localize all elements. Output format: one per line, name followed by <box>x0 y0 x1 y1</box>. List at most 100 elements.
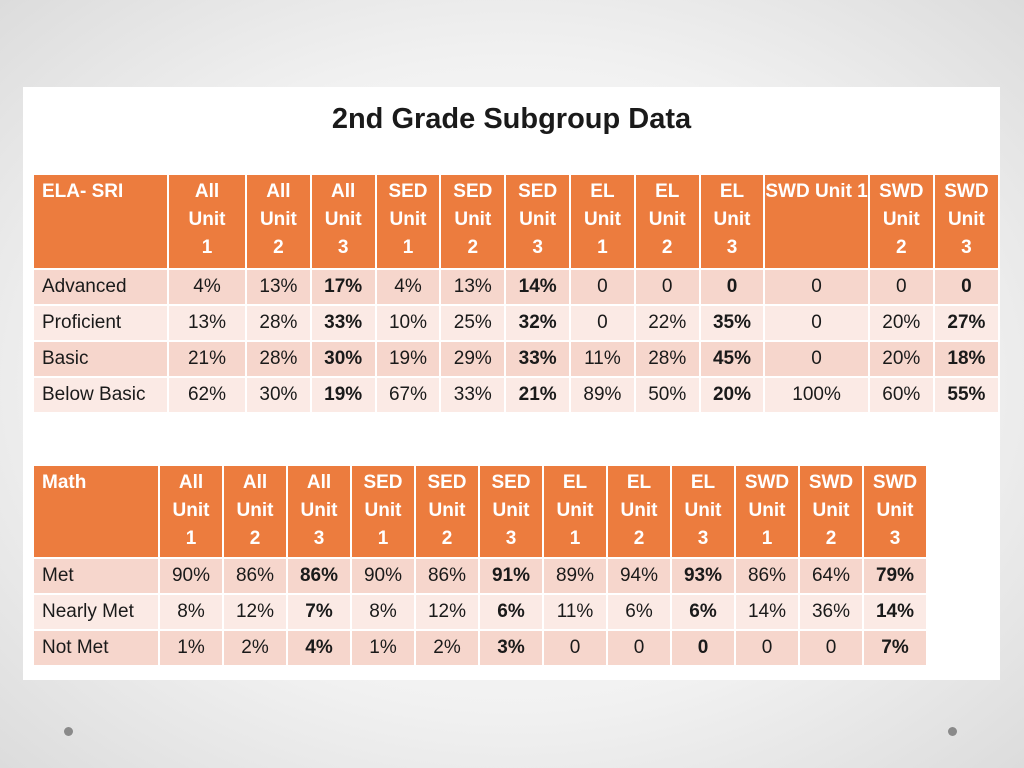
table-cell: 3% <box>480 631 542 665</box>
table-cell: 12% <box>416 595 478 629</box>
table-cell: 12% <box>224 595 286 629</box>
table-cell: 18% <box>934 342 998 376</box>
table-cell: 4% <box>376 270 440 304</box>
table-cell: 6% <box>672 595 734 629</box>
table-cell: 86% <box>288 559 350 593</box>
table-cell: 14% <box>506 270 570 304</box>
column-header: EL Unit 3 <box>700 175 764 268</box>
ela-sri-table: ELA- SRI All Unit 1 All Unit 2 All Unit 3 SED Unit 1… <box>32 173 1000 414</box>
table-cell: 4% <box>168 270 246 304</box>
nav-dot-left <box>64 727 73 736</box>
table-title-cell: ELA- SRI <box>34 175 167 268</box>
table-row: Proficient 13% 28% 33% 10% 25% 32% 0 22% 35% 0 20% 2… <box>34 306 998 340</box>
column-header: All Unit 3 <box>311 175 375 268</box>
table-cell: 28% <box>247 342 310 376</box>
table-cell: 1% <box>160 631 222 665</box>
table-cell: 33% <box>441 378 505 412</box>
table-cell: 0 <box>635 270 699 304</box>
column-header: All Unit 2 <box>247 175 310 268</box>
table-cell: 19% <box>311 378 375 412</box>
table-cell: 94% <box>608 559 670 593</box>
table-cell: 0 <box>765 270 868 304</box>
table-cell: 27% <box>934 306 998 340</box>
column-header: EL Unit 1 <box>571 175 634 268</box>
table-cell: 0 <box>571 270 634 304</box>
column-header: SED Unit 2 <box>416 466 478 557</box>
table-cell: 100% <box>765 378 868 412</box>
table-cell: 50% <box>635 378 699 412</box>
table-cell: 0 <box>700 270 764 304</box>
table-cell: 60% <box>869 378 933 412</box>
column-header: EL Unit 1 <box>544 466 606 557</box>
table-row: Advanced 4% 13% 17% 4% 13% 14% 0 0 0 0 0 0 <box>34 270 998 304</box>
table-cell: 0 <box>869 270 933 304</box>
table-cell: 45% <box>700 342 764 376</box>
table-cell: 30% <box>311 342 375 376</box>
table-cell: 7% <box>288 595 350 629</box>
math-table: Math All Unit 1 All Unit 2 All Unit 3 SED Unit 1 SED U… <box>32 464 928 667</box>
table-cell: 33% <box>506 342 570 376</box>
table-row: Basic 21% 28% 30% 19% 29% 33% 11% 28% 45% 0 20% 18% <box>34 342 998 376</box>
column-header: SED Unit 3 <box>480 466 542 557</box>
page-title: 2nd Grade Subgroup Data <box>331 103 692 135</box>
table-row: Not Met 1% 2% 4% 1% 2% 3% 0 0 0 0 0 7% <box>34 631 926 665</box>
table-cell: 79% <box>864 559 926 593</box>
table-cell: 21% <box>506 378 570 412</box>
table-cell: 28% <box>635 342 699 376</box>
table-cell: 14% <box>864 595 926 629</box>
table-cell: 6% <box>608 595 670 629</box>
table-cell: 11% <box>571 342 634 376</box>
column-header: EL Unit 2 <box>608 466 670 557</box>
table-cell: 1% <box>352 631 414 665</box>
table-cell: 13% <box>441 270 505 304</box>
row-label: Below Basic <box>34 378 167 412</box>
column-header: SED Unit 1 <box>376 175 440 268</box>
table-cell: 13% <box>168 306 246 340</box>
table-row: Nearly Met 8% 12% 7% 8% 12% 6% 11% 6% 6% 14% 36% 14% <box>34 595 926 629</box>
table-cell: 13% <box>247 270 310 304</box>
column-header: SED Unit 3 <box>506 175 570 268</box>
table-cell: 20% <box>700 378 764 412</box>
column-header: All Unit 1 <box>168 175 246 268</box>
table-cell: 55% <box>934 378 998 412</box>
table-cell: 8% <box>352 595 414 629</box>
table-cell: 91% <box>480 559 542 593</box>
table-cell: 86% <box>224 559 286 593</box>
table-cell: 67% <box>376 378 440 412</box>
column-header: EL Unit 2 <box>635 175 699 268</box>
table-cell: 6% <box>480 595 542 629</box>
row-label: Not Met <box>34 631 158 665</box>
slide: 2nd Grade Subgroup Data ELA- SRI All Unit 1… <box>23 87 1000 680</box>
table-cell: 89% <box>544 559 606 593</box>
column-header: SWD Unit 2 <box>869 175 933 268</box>
table-cell: 86% <box>416 559 478 593</box>
table-cell: 30% <box>247 378 310 412</box>
table-row: Met 90% 86% 86% 90% 86% 91% 89% 94% 93% 86% 64% 79% <box>34 559 926 593</box>
table-cell: 2% <box>224 631 286 665</box>
row-label: Proficient <box>34 306 167 340</box>
table-cell: 0 <box>544 631 606 665</box>
nav-dot-right <box>948 727 957 736</box>
table-cell: 0 <box>765 342 868 376</box>
table-cell: 0 <box>800 631 862 665</box>
row-label: Advanced <box>34 270 167 304</box>
row-label: Nearly Met <box>34 595 158 629</box>
table-cell: 7% <box>864 631 926 665</box>
column-header: SWD Unit 3 <box>864 466 926 557</box>
table-cell: 32% <box>506 306 570 340</box>
table-cell: 21% <box>168 342 246 376</box>
column-header: All Unit 1 <box>160 466 222 557</box>
table-cell: 62% <box>168 378 246 412</box>
table-cell: 29% <box>441 342 505 376</box>
table-cell: 22% <box>635 306 699 340</box>
table-cell: 19% <box>376 342 440 376</box>
table-header-row: Math All Unit 1 All Unit 2 All Unit 3 SED Unit 1 SED U… <box>34 466 926 557</box>
table-cell: 20% <box>869 306 933 340</box>
table-title-cell: Math <box>34 466 158 557</box>
table-cell: 2% <box>416 631 478 665</box>
row-label: Met <box>34 559 158 593</box>
table-cell: 0 <box>571 306 634 340</box>
table-cell: 0 <box>934 270 998 304</box>
column-header: SED Unit 2 <box>441 175 505 268</box>
column-header: SED Unit 1 <box>352 466 414 557</box>
